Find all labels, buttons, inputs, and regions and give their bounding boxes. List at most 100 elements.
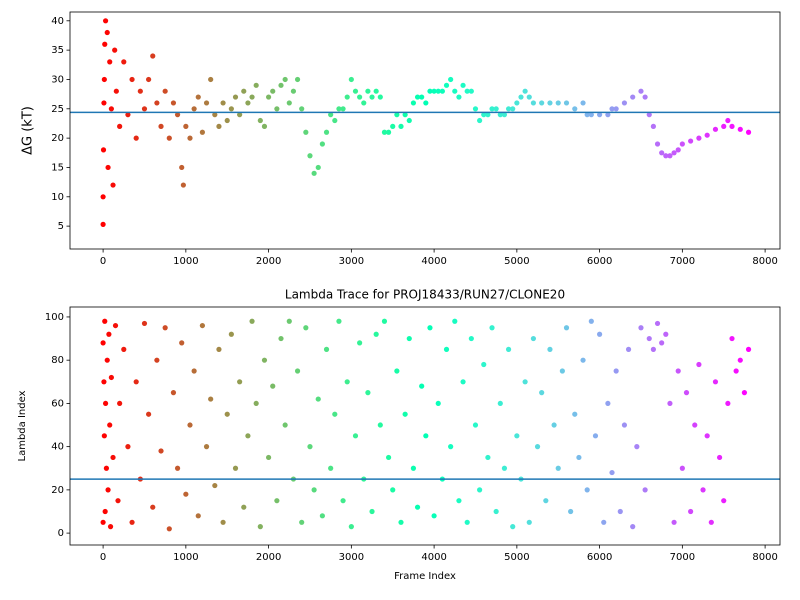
point [530,100,537,106]
x-tick-label: 0 [100,552,106,563]
point [307,153,313,159]
point [133,379,139,385]
point [601,519,607,525]
point [377,94,383,100]
point [108,374,114,381]
x-tick-label: 6000 [587,256,612,267]
point [241,504,247,510]
point [642,487,648,493]
point [435,88,441,94]
point [493,508,499,515]
point [572,411,578,417]
point [101,76,107,83]
point [286,318,292,324]
point [108,106,114,112]
point [481,112,487,118]
x-tick-label: 0 [100,256,106,267]
point [278,335,284,342]
point [597,112,603,118]
point [232,94,239,100]
y-tick-label: 100 [45,312,64,323]
point [501,112,508,118]
point [688,508,694,515]
point [195,94,201,100]
x-tick-label: 7000 [670,552,695,563]
point [154,357,160,363]
point [460,82,466,88]
y-tick-label: 40 [51,16,64,27]
point [154,100,160,106]
point [402,112,408,118]
point [468,335,474,342]
point [431,513,437,519]
point [274,498,280,504]
point [336,318,342,324]
point [729,335,735,342]
point [352,433,359,439]
point [373,331,379,337]
x-tick-label: 3000 [339,256,364,267]
point [162,88,168,94]
point [228,106,234,112]
point [464,519,470,525]
point [299,106,305,112]
point [671,519,677,525]
point [419,383,425,389]
point [646,335,652,342]
point [125,112,131,118]
point [174,465,181,471]
point [112,47,118,53]
point [423,100,429,106]
point [725,400,731,407]
point [489,106,495,112]
point [609,469,615,476]
point [609,106,615,112]
point [704,433,710,439]
point [117,123,123,129]
point [410,100,417,106]
point [737,126,743,132]
point [683,390,690,396]
point [150,504,156,510]
point [390,123,396,129]
point [220,519,226,525]
y-tick-label: 35 [51,45,64,56]
point [110,182,116,188]
point [456,94,462,100]
point [369,508,375,515]
point [261,123,268,129]
point [249,318,255,324]
point [654,141,661,147]
point [101,379,107,385]
point [464,88,470,94]
axes: 0 1000 2000 3000 4000 5000 6000 7000 8000 0 20 40 60… [17,288,781,582]
point [115,498,121,504]
point [634,444,640,450]
point [539,390,545,396]
point [311,487,317,493]
point [274,106,280,112]
chart-title: Lambda Trace for PROJ18433/RUN27/CLONE20 [285,288,565,302]
point [439,88,445,94]
y-axis-label: Lambda Index [17,390,28,461]
point [733,368,739,374]
point [270,88,276,94]
point [630,94,636,100]
point [712,126,719,132]
point [129,519,135,525]
point [398,519,404,525]
point [526,94,532,100]
point [675,368,681,374]
x-tick-label: 8000 [752,256,777,267]
point [497,112,503,118]
point [452,88,458,94]
point [183,491,189,497]
y-tick-label: 20 [51,485,64,496]
point [547,346,553,352]
point [385,129,392,135]
point [510,106,516,112]
point [493,106,499,112]
point [100,221,106,227]
point [323,346,330,352]
point [282,76,288,83]
